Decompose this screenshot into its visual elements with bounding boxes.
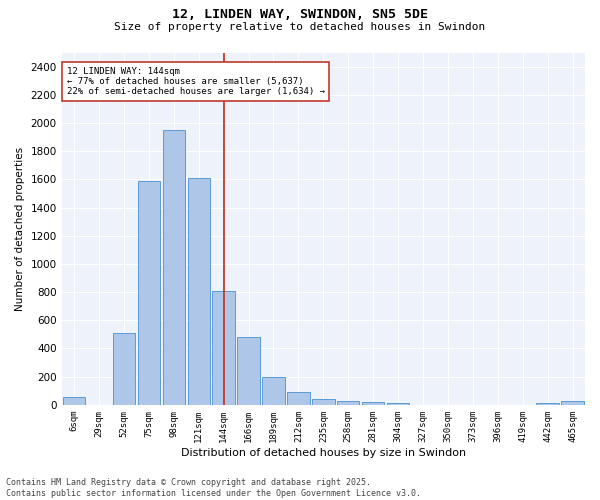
Bar [262, 378, 285, 405]
Bar [113, 333, 135, 405]
Bar [312, 399, 335, 405]
Text: Contains HM Land Registry data © Crown copyright and database right 2025.
Contai: Contains HM Land Registry data © Crown c… [6, 478, 421, 498]
X-axis label: Distribution of detached houses by size in Swindon: Distribution of detached houses by size … [181, 448, 466, 458]
Bar [63, 397, 85, 405]
Bar [238, 337, 260, 405]
Bar [362, 402, 385, 405]
Bar [137, 180, 160, 405]
Bar [387, 404, 409, 405]
Text: 12 LINDEN WAY: 144sqm
← 77% of detached houses are smaller (5,637)
22% of semi-d: 12 LINDEN WAY: 144sqm ← 77% of detached … [67, 66, 325, 96]
Text: 12, LINDEN WAY, SWINDON, SN5 5DE: 12, LINDEN WAY, SWINDON, SN5 5DE [172, 8, 428, 20]
Bar [536, 404, 559, 405]
Bar [188, 178, 210, 405]
Text: Size of property relative to detached houses in Swindon: Size of property relative to detached ho… [115, 22, 485, 32]
Bar [287, 392, 310, 405]
Bar [562, 402, 584, 405]
Bar [212, 290, 235, 405]
Bar [337, 400, 359, 405]
Y-axis label: Number of detached properties: Number of detached properties [15, 146, 25, 310]
Bar [163, 130, 185, 405]
